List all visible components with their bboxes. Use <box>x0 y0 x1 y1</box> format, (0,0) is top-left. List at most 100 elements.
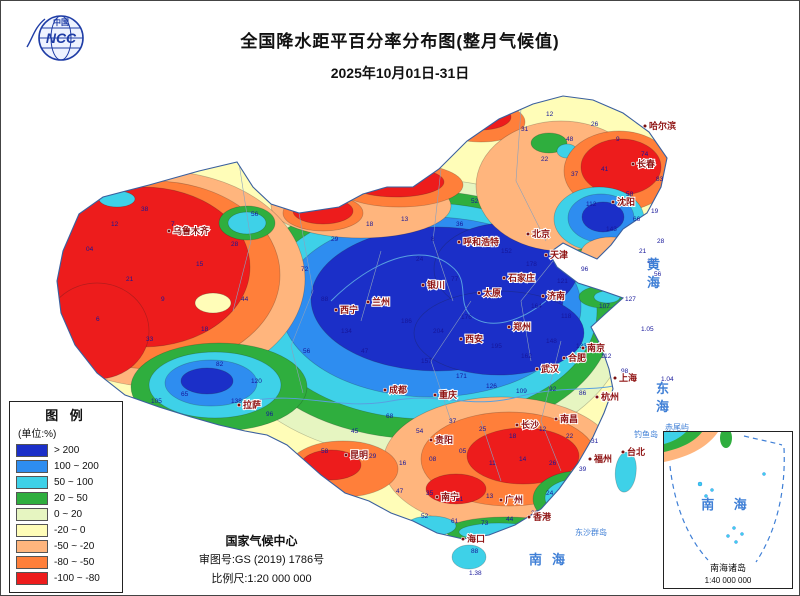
city-label: 乌鲁木齐 <box>173 225 210 236</box>
station-value: 1.38 <box>469 570 482 577</box>
legend-range-label: 50 ~ 100 <box>54 476 94 488</box>
city-dot <box>534 366 540 372</box>
city-dot <box>642 123 648 129</box>
station-value: 127 <box>625 296 636 303</box>
city-label: 兰州 <box>372 296 390 307</box>
station-value: 37 <box>571 171 579 178</box>
date-range: 2025年10月01日-31日 <box>330 65 470 81</box>
station-value: 74 <box>606 393 614 400</box>
city-dot <box>501 275 507 281</box>
station-value: 26 <box>549 460 557 467</box>
station-value: 68 <box>386 413 394 420</box>
station-value: 47 <box>361 348 369 355</box>
station-value: 04 <box>86 246 94 253</box>
station-value: 37 <box>449 418 457 425</box>
station-value: 112 <box>601 353 612 360</box>
station-value: 162 <box>521 353 532 360</box>
station-value: 52 <box>471 198 479 205</box>
city-label: 天津 <box>550 249 568 260</box>
inset-map-svg <box>664 432 785 563</box>
city-dot <box>333 307 339 313</box>
legend-range-label: -50 ~ -20 <box>54 540 95 552</box>
legend-range-label: -20 ~ 0 <box>54 524 86 536</box>
city-dot <box>456 239 462 245</box>
station-value: 148 <box>546 338 557 345</box>
city-label: 郑州 <box>513 321 531 332</box>
station-value: 171 <box>456 373 467 380</box>
station-value: 77 <box>451 276 459 283</box>
station-value: 105 <box>151 398 162 405</box>
city-label: 武汉 <box>541 363 560 374</box>
inset-sea-label: 南 海 <box>701 497 755 512</box>
city-dot <box>343 452 349 458</box>
city-dot <box>594 394 600 400</box>
station-value: 13 <box>486 493 494 500</box>
city-label: 沈阳 <box>617 196 635 207</box>
city-dot <box>540 293 546 299</box>
legend-swatch <box>16 539 48 553</box>
station-value: 18 <box>509 433 517 440</box>
sea-label: 南海 <box>529 552 575 567</box>
station-value: 33 <box>531 510 539 517</box>
city-label: 呼和浩特 <box>463 236 499 247</box>
legend-range-label: -100 ~ -80 <box>54 572 100 584</box>
station-value: 126 <box>486 383 497 390</box>
legend-swatch <box>16 475 48 489</box>
station-value: 135 <box>491 286 502 293</box>
station-value: 9 <box>616 136 620 143</box>
city-label: 海口 <box>467 533 485 544</box>
inset-caption: 南海诸岛 <box>709 563 746 573</box>
station-value: 24 <box>546 490 554 497</box>
station-value: 65 <box>181 391 189 398</box>
city-dot <box>460 536 466 542</box>
island-label: 东沙群岛 <box>575 527 607 537</box>
city-label: 南京 <box>587 342 605 353</box>
station-value: 178 <box>526 261 537 268</box>
city-label: 贵阳 <box>435 434 453 445</box>
legend-swatch <box>16 571 48 585</box>
station-value: 112 <box>586 201 597 208</box>
station-value: 92 <box>549 386 557 393</box>
city-label: 南宁 <box>441 491 459 502</box>
station-value: 33 <box>146 336 154 343</box>
legend-range-label: 0 ~ 20 <box>54 508 83 520</box>
station-value: 21 <box>639 248 647 255</box>
station-value: 88 <box>321 296 329 303</box>
station-value: 35 <box>426 490 434 497</box>
island-label: 钓鱼岛 <box>634 429 658 439</box>
legend-item: > 200 <box>16 442 116 458</box>
city-label: 香港 <box>532 511 552 522</box>
island-label: 赤尾屿 <box>665 423 689 432</box>
station-value: 11 <box>489 460 496 467</box>
province-boundaries <box>232 108 562 482</box>
station-value: 120 <box>251 378 262 385</box>
station-value: 31 <box>521 126 529 133</box>
station-value: 134 <box>341 328 352 335</box>
city-label: 哈尔滨 <box>649 120 676 131</box>
footer-credits: 国家气候中心 审图号:GS (2019) 1786号 比例尺:1:20 000 … <box>169 532 354 589</box>
legend-range-label: -80 ~ -50 <box>54 556 95 568</box>
station-value: 18 <box>366 221 374 228</box>
station-value: 98 <box>621 368 629 375</box>
station-value: 195 <box>491 343 502 350</box>
station-value: 05 <box>459 448 467 455</box>
station-value: 13 <box>401 216 409 223</box>
city-label: 福州 <box>593 453 612 464</box>
station-value: 58 <box>321 448 329 455</box>
station-value: 16 <box>399 460 407 467</box>
station-value: 56 <box>303 348 311 355</box>
legend-range-label: > 200 <box>54 444 80 456</box>
logo-country-text: 中国 <box>53 17 69 27</box>
legend-item: -100 ~ -80 <box>16 570 116 586</box>
station-value: 39 <box>579 466 587 473</box>
station-value: 45 <box>351 428 359 435</box>
city-dot <box>506 324 512 330</box>
ncc-logo-svg: 中国 NCC <box>26 15 84 61</box>
city-label: 济南 <box>547 290 565 301</box>
station-value: 73 <box>481 520 489 527</box>
south-china-sea-inset: 南 海 南海诸岛 1:40 000 000 <box>663 431 793 589</box>
map-approval-number: 审图号:GS (2019) 1786号 <box>198 554 325 566</box>
inset-taiwan <box>720 432 732 448</box>
station-value: 54 <box>416 428 424 435</box>
legend-range-label: 100 ~ 200 <box>54 460 99 472</box>
